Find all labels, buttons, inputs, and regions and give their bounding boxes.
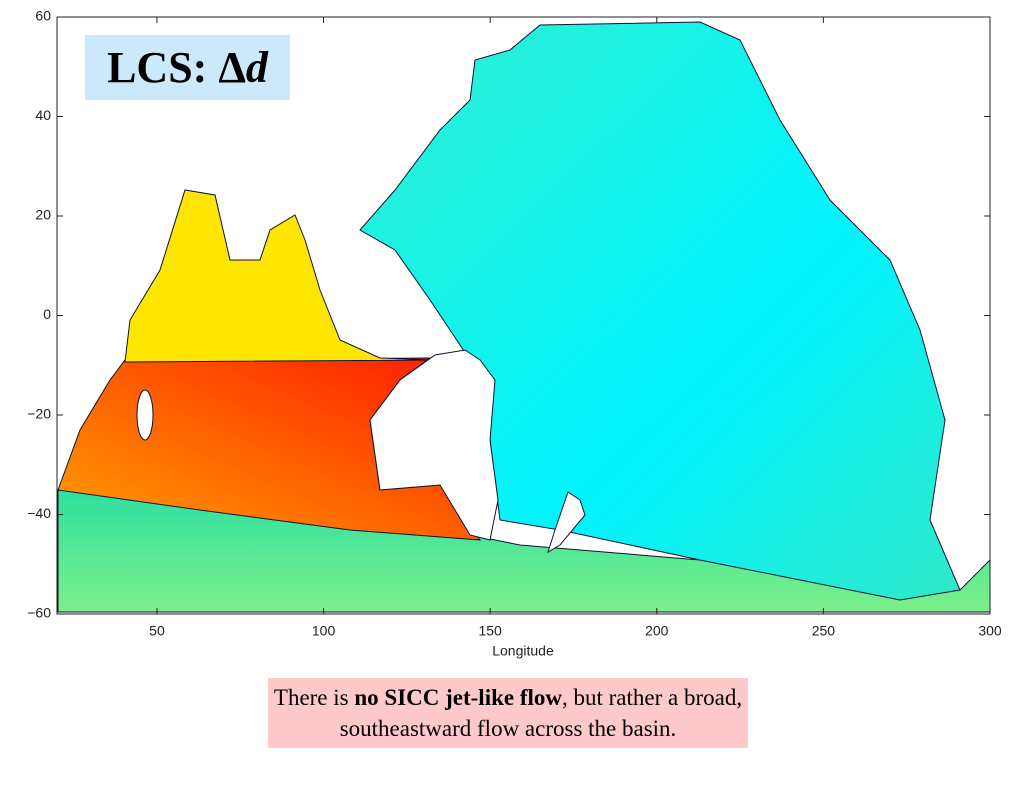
caption-text: There is [273, 685, 355, 710]
new-zealand [547, 491, 586, 554]
x-tick-label: 200 [645, 623, 669, 639]
title: LCS: Δd [85, 35, 290, 100]
title-text: LCS: [107, 43, 219, 92]
x-tick-label: 100 [312, 623, 336, 639]
madagascar [136, 389, 154, 441]
arabian-sea [124, 189, 431, 363]
x-tick-label: 250 [812, 623, 836, 639]
pacific-ocean [359, 21, 961, 601]
map-figure: Longitude 50 100 150 200 250 3006040200−20−40… [27, 8, 1002, 659]
x-axis-label: Longitude [492, 643, 554, 659]
caption-emphasis: no SICC jet-like flow [354, 685, 562, 710]
y-tick-label: 40 [35, 107, 51, 123]
x-tick-label: 150 [478, 623, 502, 639]
y-tick-label: 20 [35, 207, 51, 223]
y-tick-label: −20 [27, 406, 51, 422]
y-tick-label: 60 [35, 8, 51, 24]
caption-text: , but rather a broad, southeastward flow… [339, 685, 743, 741]
x-tick-label: 50 [149, 623, 165, 639]
y-tick-label: −60 [27, 605, 51, 621]
y-tick-label: 0 [43, 306, 51, 322]
x-tick-label: 300 [978, 623, 1002, 639]
y-tick-label: −40 [27, 505, 51, 521]
map-shapes [56, 16, 991, 615]
title-symbol: Δ [218, 43, 246, 92]
australia [369, 349, 499, 541]
caption: There is no SICC jet-like flow, but rath… [268, 678, 748, 748]
title-variable: d [245, 43, 268, 92]
